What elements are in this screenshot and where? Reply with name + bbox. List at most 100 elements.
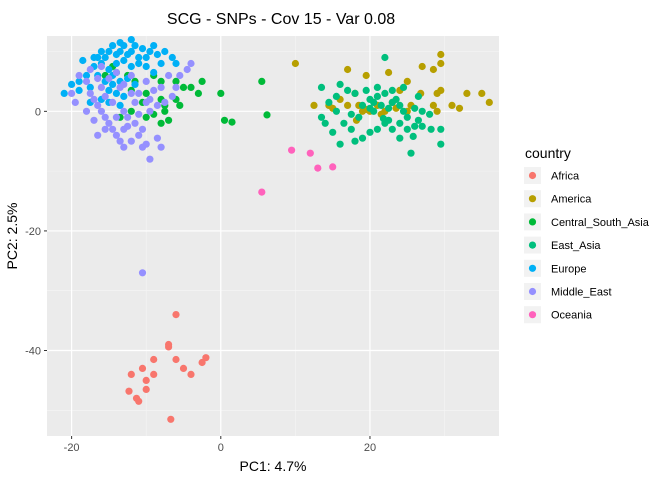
- data-point-middle-east: [94, 101, 102, 109]
- data-point-europe: [105, 86, 113, 94]
- data-point-central-south-asia: [194, 89, 202, 97]
- legend-label: East_Asia: [551, 240, 601, 252]
- data-point-middle-east: [68, 89, 76, 97]
- data-point-europe: [153, 50, 161, 59]
- data-point-america: [429, 101, 437, 109]
- data-point-east-asia: [396, 134, 404, 142]
- data-point-europe: [138, 45, 147, 53]
- data-point-middle-east: [120, 143, 128, 151]
- data-point-america: [418, 62, 426, 71]
- data-point-africa: [172, 311, 180, 319]
- data-point-europe: [131, 42, 139, 50]
- data-point-east-asia: [362, 86, 370, 94]
- data-point-east-asia: [388, 125, 396, 133]
- data-point-america: [478, 89, 486, 97]
- data-point-europe: [127, 62, 135, 71]
- data-point-central-south-asia: [217, 89, 225, 97]
- data-point-middle-east: [120, 80, 128, 88]
- data-point-east-asia: [366, 128, 374, 136]
- data-point-east-asia: [370, 107, 378, 115]
- data-point-middle-east: [105, 74, 113, 83]
- data-point-america: [344, 101, 352, 109]
- data-point-middle-east: [94, 74, 102, 83]
- data-point-europe: [109, 80, 117, 88]
- series-east-asia: [317, 53, 445, 157]
- data-point-europe: [168, 53, 176, 62]
- data-point-east-asia: [396, 101, 404, 109]
- legend-item-central-south-asia: Central_South_Asia: [524, 213, 650, 231]
- data-point-africa: [142, 385, 150, 393]
- legend-items: Africa America Central_South_Asia East_Asia…: [524, 167, 650, 324]
- data-point-europe: [105, 47, 113, 56]
- data-point-europe: [142, 62, 150, 71]
- data-point-europe: [120, 56, 128, 65]
- data-point-africa: [198, 358, 206, 367]
- data-point-europe: [75, 77, 83, 85]
- legend-marker: [528, 264, 537, 272]
- data-point-middle-east: [124, 113, 132, 121]
- data-point-middle-east: [131, 119, 139, 127]
- data-point-middle-east: [138, 269, 147, 277]
- data-point-east-asia: [336, 80, 344, 88]
- data-point-europe: [131, 80, 139, 88]
- data-point-east-asia: [370, 98, 378, 106]
- data-point-east-asia: [381, 53, 389, 62]
- data-point-middle-east: [82, 77, 91, 85]
- legend-label: Africa: [551, 171, 580, 183]
- data-point-east-asia: [321, 119, 329, 127]
- legend-label: Central_South_Asia: [551, 217, 650, 229]
- data-point-middle-east: [138, 143, 147, 151]
- legend-item-europe: Europe: [524, 259, 586, 277]
- data-point-east-asia: [373, 125, 381, 133]
- data-point-europe: [86, 83, 94, 91]
- data-point-middle-east: [75, 71, 83, 80]
- data-point-middle-east: [82, 107, 91, 115]
- data-point-america: [344, 65, 352, 74]
- data-point-middle-east: [86, 65, 94, 74]
- legend-marker: [528, 241, 537, 249]
- data-point-europe: [116, 39, 124, 47]
- data-point-europe: [142, 53, 150, 62]
- data-point-middle-east: [112, 68, 120, 77]
- data-point-america: [455, 104, 464, 112]
- data-point-middle-east: [105, 119, 113, 127]
- data-point-middle-east: [142, 98, 150, 106]
- data-point-america: [448, 101, 456, 109]
- data-point-africa: [142, 376, 150, 384]
- data-point-africa: [172, 355, 180, 364]
- data-point-middle-east: [112, 113, 120, 121]
- legend-item-oceania: Oceania: [524, 306, 593, 324]
- data-point-middle-east: [127, 89, 135, 97]
- data-point-middle-east: [142, 77, 150, 85]
- data-point-america: [362, 71, 370, 80]
- data-point-europe: [112, 59, 120, 68]
- chart-title: SCG - SNPs - Cov 15 - Var 0.08: [167, 11, 395, 28]
- data-point-east-asia: [373, 83, 381, 91]
- data-point-central-south-asia: [263, 111, 271, 119]
- data-point-middle-east: [94, 131, 102, 139]
- data-point-europe: [109, 42, 117, 50]
- data-point-east-asia: [427, 125, 435, 133]
- data-point-east-asia: [377, 101, 385, 109]
- data-point-america: [485, 98, 493, 106]
- data-point-middle-east: [135, 110, 143, 118]
- data-point-central-south-asia: [179, 83, 188, 91]
- data-point-middle-east: [97, 107, 105, 115]
- data-point-east-asia: [317, 83, 326, 91]
- y-tick-label: 0: [35, 106, 41, 118]
- data-point-europe: [127, 47, 135, 56]
- data-point-central-south-asia: [258, 77, 266, 85]
- data-point-middle-east: [109, 98, 117, 106]
- series-europe: [60, 36, 180, 109]
- data-point-east-asia: [332, 92, 340, 100]
- data-point-central-south-asia: [198, 77, 206, 85]
- data-point-east-asia: [317, 113, 326, 121]
- grid-lines: [47, 36, 499, 436]
- data-point-east-asia: [381, 89, 389, 97]
- data-point-africa: [127, 370, 135, 378]
- data-point-middle-east: [157, 83, 165, 91]
- data-point-east-asia: [332, 107, 340, 115]
- data-point-east-asia: [409, 132, 417, 140]
- data-point-europe: [172, 59, 180, 68]
